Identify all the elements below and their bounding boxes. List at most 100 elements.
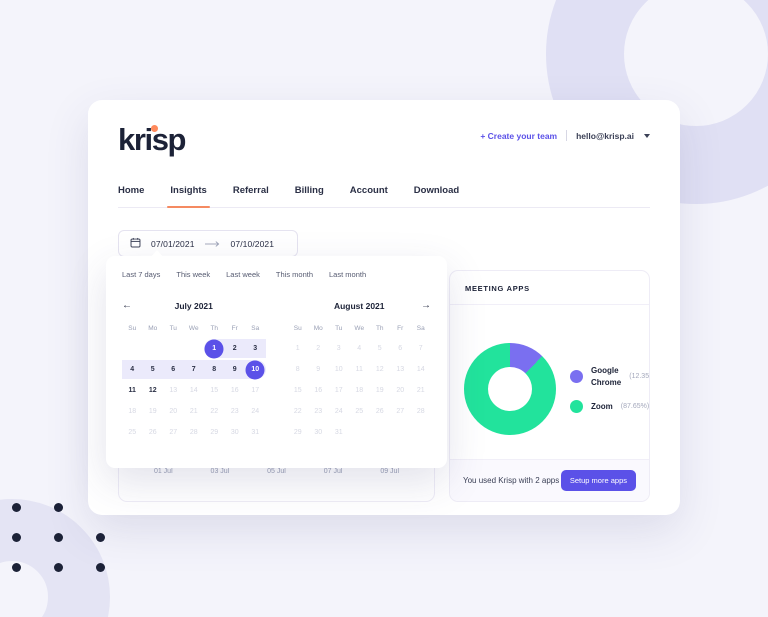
month-header: ← July 2021: [122, 297, 266, 315]
nav-item-account[interactable]: Account: [349, 185, 388, 196]
calendar-day-cell: 23: [230, 408, 239, 415]
calendar-day-cell: 27: [169, 429, 178, 436]
calendar-day-cell[interactable]: 1: [204, 338, 225, 359]
calendar-day-cell: 12: [375, 366, 384, 373]
app-header: krisp + Create your team hello@krisp.ai …: [88, 100, 680, 208]
calendar-day-cell: 22: [293, 408, 302, 415]
date-range-field[interactable]: 07/01/2021 07/10/2021: [118, 230, 298, 257]
calendar-day-cell: 24: [334, 408, 343, 415]
apps-panel-title: MEETING APPS: [450, 271, 649, 305]
calendar-preset-last-month[interactable]: Last month: [329, 270, 367, 279]
calendar-day-cell: 15: [293, 387, 302, 394]
nav-item-home[interactable]: Home: [118, 185, 145, 196]
calendar-day-cell: 13: [396, 366, 405, 373]
logo-dot-icon: [151, 125, 158, 132]
calendar-preset-this-week[interactable]: This week: [176, 270, 211, 279]
calendar-day-cell[interactable]: 12: [148, 387, 157, 394]
calendar-day-cell[interactable]: 2: [232, 345, 237, 352]
donut-legend: Google Chrome (12.35%) Zoom (87.65%): [570, 365, 649, 414]
legend-item-zoom: Zoom (87.65%): [570, 400, 649, 414]
apps-panel-footer: You used Krisp with 2 apps Setup more ap…: [450, 459, 649, 501]
calendar-day-cell: 1: [295, 345, 300, 352]
calendar-day-cell: 31: [334, 429, 343, 436]
calendar-day-cell: 28: [189, 429, 198, 436]
day-of-week-label: Mo: [313, 325, 323, 332]
background-dot-grid: [12, 503, 138, 593]
day-of-week-label: Fr: [397, 325, 404, 332]
timeline-x-axis: 01 Jul 03 Jul 05 Jul 07 Jul 09 Jul: [119, 468, 434, 475]
arrow-right-icon: [204, 235, 221, 253]
day-of-week-label: Tu: [335, 325, 343, 332]
calendar-day-cell: 10: [334, 366, 343, 373]
calendar-day-cell: 13: [169, 387, 178, 394]
calendar-day-cell[interactable]: 8: [212, 366, 217, 373]
nav-item-referral[interactable]: Referral: [232, 185, 269, 196]
x-tick-label: 01 Jul: [153, 468, 173, 475]
nav-item-download[interactable]: Download: [413, 185, 460, 196]
calendar-day-cell: 15: [210, 387, 219, 394]
date-start-input[interactable]: 07/01/2021: [151, 238, 195, 249]
calendar-day-cell: 16: [314, 387, 323, 394]
calendar-day-cell: 17: [334, 387, 343, 394]
calendar-day-cell: 30: [314, 429, 323, 436]
calendar-week-row: 18 19 20 21 22 23 24: [122, 401, 266, 422]
day-of-week-label: Tu: [169, 325, 177, 332]
calendar-next-month-icon[interactable]: →: [421, 300, 431, 311]
calendar-preset-last-week[interactable]: Last week: [226, 270, 260, 279]
calendar-day-cell: 19: [375, 387, 384, 394]
nav-item-billing[interactable]: Billing: [294, 185, 324, 196]
calendar-day-cell[interactable]: 6: [171, 366, 176, 373]
calendar-day-cell: 25: [128, 429, 137, 436]
legend-label: Google Chrome: [591, 365, 622, 387]
meeting-apps-donut-chart: [464, 343, 556, 435]
nav-item-insights[interactable]: Insights: [167, 185, 211, 208]
calendar-day-cell: 25: [355, 408, 364, 415]
calendar-popup-tail: [150, 250, 164, 258]
calendar-day-cell: 24: [251, 408, 260, 415]
account-email[interactable]: hello@krisp.ai: [576, 130, 634, 141]
calendar-day-cell[interactable]: 4: [130, 366, 135, 373]
calendar-day-cell: 29: [293, 429, 302, 436]
calendar-range-band: [122, 360, 266, 379]
calendar-day-cell[interactable]: 5: [150, 366, 155, 373]
calendar-preset-row: Last 7 days This week Last week This month L…: [122, 270, 431, 279]
day-of-week-label: Su: [128, 325, 137, 332]
calendar-day-cell: 5: [377, 345, 382, 352]
month-title: August 2021: [333, 301, 385, 311]
calendar-preset-last-7-days[interactable]: Last 7 days: [122, 270, 161, 279]
calendar-day-cell[interactable]: 9: [232, 366, 237, 373]
calendar-day-cell: 21: [416, 387, 425, 394]
calendar-day-cell: 14: [189, 387, 198, 394]
meeting-apps-panel: MEETING APPS Google Chrome (12.35%) Zoom…: [449, 270, 650, 502]
setup-more-apps-button[interactable]: Setup more apps: [560, 470, 636, 491]
calendar-day-cell: 22: [210, 408, 219, 415]
legend-swatch-icon: [570, 370, 583, 383]
calendar-day-cell[interactable]: 7: [191, 366, 196, 373]
x-tick-label: 05 Jul: [267, 468, 286, 475]
calendar-day-cell: 28: [416, 408, 425, 415]
calendar-day-cell: 26: [148, 429, 157, 436]
create-team-link[interactable]: + Create your team: [480, 130, 558, 141]
x-tick-label: 07 Jul: [323, 468, 343, 475]
date-end-input[interactable]: 07/10/2021: [230, 238, 275, 249]
x-tick-label: 03 Jul: [210, 468, 230, 475]
calendar-day-cell[interactable]: 10: [245, 359, 266, 380]
calendar-day-cell[interactable]: 11: [128, 387, 136, 394]
calendar-day-cell: 20: [396, 387, 405, 394]
calendar-day-cell: 7: [418, 345, 423, 352]
donut-chart-area: Google Chrome (12.35%) Zoom (87.65%): [450, 305, 649, 455]
day-of-week-row: Su Mo Tu We Th Fr Sa: [122, 323, 266, 335]
calendar-day-cell: 9: [316, 366, 321, 373]
calendar-day-cell: 18: [355, 387, 364, 394]
day-of-week-label: Mo: [148, 325, 158, 332]
chevron-down-icon[interactable]: [644, 133, 650, 138]
calendar-day-cell: 27: [396, 408, 405, 415]
calendar-prev-month-icon[interactable]: ←: [122, 300, 132, 311]
calendar-day-cell: 8: [295, 366, 300, 373]
calendar-week-row: 4 5 6 7 8 9 10: [122, 359, 266, 380]
calendar-day-cell[interactable]: 3: [253, 345, 258, 352]
day-of-week-label: Th: [210, 325, 219, 332]
calendar-preset-this-month[interactable]: This month: [275, 270, 314, 279]
x-tick-label: 09 Jul: [380, 468, 400, 475]
logo-wrap: krisp: [118, 124, 650, 155]
